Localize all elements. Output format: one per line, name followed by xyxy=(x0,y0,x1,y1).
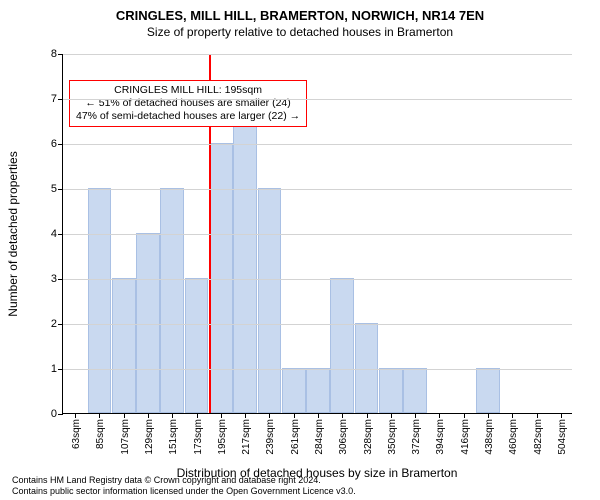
gridline xyxy=(63,189,572,190)
x-tick-mark xyxy=(391,413,392,418)
y-axis-label: Number of detached properties xyxy=(6,151,20,316)
x-tick-label: 129sqm xyxy=(144,419,155,455)
x-tick-mark xyxy=(488,413,489,418)
bar xyxy=(88,188,112,413)
y-tick-mark xyxy=(58,324,63,325)
x-tick-mark xyxy=(342,413,343,418)
y-tick-label: 1 xyxy=(51,363,57,375)
y-tick-mark xyxy=(58,369,63,370)
x-tick-mark xyxy=(318,413,319,418)
x-tick-mark xyxy=(99,413,100,418)
y-tick-label: 4 xyxy=(51,228,57,240)
y-tick-mark xyxy=(58,144,63,145)
x-tick-label: 239sqm xyxy=(265,419,276,455)
y-tick-label: 7 xyxy=(51,93,57,105)
y-tick-label: 8 xyxy=(51,48,57,60)
x-tick-label: 284sqm xyxy=(314,419,325,455)
gridline xyxy=(63,234,572,235)
x-tick-label: 350sqm xyxy=(387,419,398,455)
x-tick-label: 173sqm xyxy=(193,419,204,455)
bar xyxy=(282,368,306,413)
y-tick-mark xyxy=(58,99,63,100)
x-tick-label: 394sqm xyxy=(435,419,446,455)
x-tick-label: 306sqm xyxy=(338,419,349,455)
y-tick-label: 5 xyxy=(51,183,57,195)
gridline xyxy=(63,324,572,325)
chart-area: 63sqm85sqm107sqm129sqm151sqm173sqm195sqm… xyxy=(62,54,572,414)
y-tick-label: 0 xyxy=(51,408,57,420)
y-tick-mark xyxy=(58,189,63,190)
x-tick-label: 63sqm xyxy=(71,419,82,449)
chart-title: CRINGLES, MILL HILL, BRAMERTON, NORWICH,… xyxy=(10,8,590,24)
gridline xyxy=(63,279,572,280)
x-tick-label: 438sqm xyxy=(484,419,495,455)
x-tick-label: 151sqm xyxy=(168,419,179,455)
x-tick-mark xyxy=(367,413,368,418)
annotation-box: CRINGLES MILL HILL: 195sqm ← 51% of deta… xyxy=(69,80,307,127)
bar xyxy=(112,278,136,413)
x-tick-mark xyxy=(415,413,416,418)
x-tick-mark xyxy=(148,413,149,418)
bar xyxy=(233,98,257,413)
x-tick-mark xyxy=(512,413,513,418)
plot-region: 63sqm85sqm107sqm129sqm151sqm173sqm195sqm… xyxy=(62,54,572,414)
chart-container: CRINGLES, MILL HILL, BRAMERTON, NORWICH,… xyxy=(0,0,600,500)
bar xyxy=(306,368,330,413)
gridline xyxy=(63,99,572,100)
x-tick-label: 107sqm xyxy=(120,419,131,455)
x-tick-label: 460sqm xyxy=(508,419,519,455)
x-tick-mark xyxy=(294,413,295,418)
x-tick-label: 504sqm xyxy=(557,419,568,455)
x-tick-mark xyxy=(269,413,270,418)
y-tick-label: 3 xyxy=(51,273,57,285)
x-tick-label: 482sqm xyxy=(533,419,544,455)
x-tick-mark xyxy=(221,413,222,418)
chart-subtitle: Size of property relative to detached ho… xyxy=(10,25,590,40)
bar xyxy=(355,323,379,413)
x-tick-mark xyxy=(464,413,465,418)
annotation-line-1: CRINGLES MILL HILL: 195sqm xyxy=(76,84,300,97)
y-tick-label: 2 xyxy=(51,318,57,330)
x-tick-mark xyxy=(537,413,538,418)
x-tick-label: 85sqm xyxy=(95,419,106,449)
bar xyxy=(330,278,354,413)
y-tick-mark xyxy=(58,279,63,280)
x-tick-label: 217sqm xyxy=(241,419,252,455)
gridline xyxy=(63,144,572,145)
x-tick-mark xyxy=(75,413,76,418)
bar xyxy=(185,278,209,413)
x-tick-label: 372sqm xyxy=(411,419,422,455)
x-tick-label: 416sqm xyxy=(460,419,471,455)
gridline xyxy=(63,54,572,55)
bar xyxy=(379,368,403,413)
x-tick-label: 328sqm xyxy=(363,419,374,455)
bar xyxy=(209,143,233,413)
bar xyxy=(258,188,282,413)
x-tick-mark xyxy=(124,413,125,418)
x-tick-mark xyxy=(197,413,198,418)
bar xyxy=(476,368,500,413)
gridline xyxy=(63,369,572,370)
x-tick-label: 261sqm xyxy=(290,419,301,455)
x-tick-mark xyxy=(561,413,562,418)
annotation-line-3: 47% of semi-detached houses are larger (… xyxy=(76,110,300,123)
footer-line-1: Contains HM Land Registry data © Crown c… xyxy=(12,475,356,485)
bar xyxy=(403,368,427,413)
bar xyxy=(136,233,160,413)
x-tick-mark xyxy=(439,413,440,418)
y-tick-label: 6 xyxy=(51,138,57,150)
x-tick-mark xyxy=(245,413,246,418)
footer-attribution: Contains HM Land Registry data © Crown c… xyxy=(12,475,356,496)
x-tick-mark xyxy=(172,413,173,418)
bar xyxy=(160,188,184,413)
y-tick-mark xyxy=(58,234,63,235)
x-tick-label: 195sqm xyxy=(217,419,228,455)
y-tick-mark xyxy=(58,54,63,55)
footer-line-2: Contains public sector information licen… xyxy=(12,486,356,496)
y-tick-mark xyxy=(58,414,63,415)
